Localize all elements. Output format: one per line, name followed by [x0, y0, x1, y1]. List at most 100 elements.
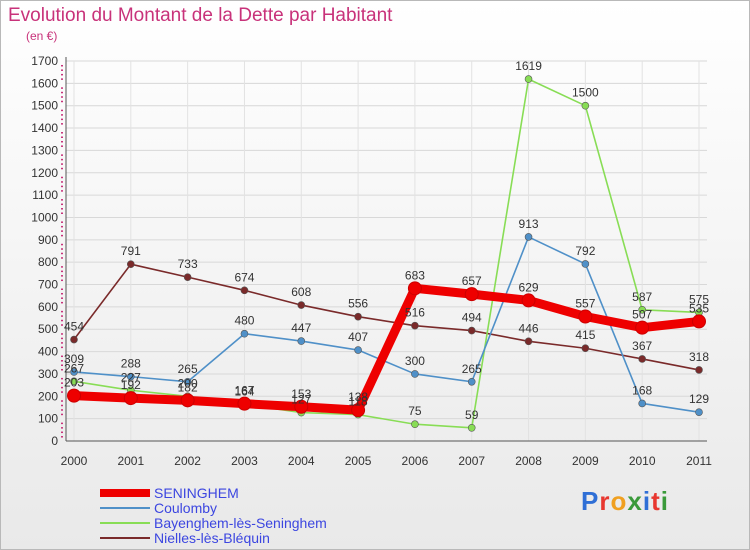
series-line-0: [69, 283, 704, 415]
y-minor-tick: [61, 199, 63, 201]
y-minor-tick: [61, 279, 63, 282]
data-label: 164: [234, 384, 254, 398]
x-tick-label: 2002: [174, 454, 201, 468]
data-point: [524, 233, 533, 241]
data-point: [524, 337, 533, 346]
x-tick-label: 2003: [231, 454, 258, 468]
y-minor-tick: [61, 154, 63, 156]
y-minor-tick: [61, 355, 63, 358]
data-label: 129: [689, 392, 709, 406]
data-point: [467, 326, 476, 335]
y-tick-label: 1100: [32, 188, 58, 202]
y-minor-tick: [61, 123, 63, 125]
y-minor-tick: [61, 136, 63, 138]
series-lines: [69, 78, 704, 429]
y-minor-tick: [61, 270, 63, 273]
data-label: 415: [575, 328, 595, 342]
data-point: [635, 320, 650, 335]
y-tick-label: 1000: [31, 210, 58, 224]
data-label: 480: [234, 314, 254, 328]
y-minor-tick: [61, 73, 63, 76]
y-tick-label: 0: [51, 434, 58, 448]
y-minor-tick: [61, 319, 63, 322]
data-label: 265: [178, 362, 198, 376]
data-point: [240, 329, 249, 338]
y-tick-label: 300: [38, 367, 58, 381]
y-minor-tick: [61, 69, 63, 71]
legend-swatch: [100, 507, 150, 509]
data-point: [354, 346, 362, 354]
data-label: 75: [408, 404, 422, 418]
data-point: [297, 301, 306, 309]
data-point: [127, 260, 135, 268]
y-minor-tick: [61, 248, 63, 250]
y-minor-tick: [61, 257, 63, 259]
data-point: [467, 377, 476, 386]
data-label: 227: [121, 370, 141, 384]
data-label: 200: [178, 376, 198, 390]
data-label: 168: [632, 383, 652, 397]
y-minor-tick: [61, 436, 63, 438]
y-minor-tick: [61, 301, 63, 304]
legend-swatch: [100, 489, 150, 497]
x-tick-label: 2005: [345, 454, 372, 468]
x-tick-label: 2004: [288, 454, 315, 468]
legend-label: Bayenghem-lès-Seninghem: [154, 515, 327, 531]
axes: [61, 57, 707, 442]
legend-label: SENINGHEM: [154, 485, 239, 501]
y-tick-label: 1300: [31, 143, 58, 157]
brand-letter: x: [627, 486, 643, 516]
y-tick-label: 600: [38, 300, 58, 314]
data-label: 127: [291, 393, 311, 407]
data-point: [411, 321, 419, 330]
y-minor-tick: [61, 377, 63, 380]
data-point: [407, 281, 422, 296]
y-tick-label: 200: [38, 389, 58, 403]
data-point: [411, 420, 419, 429]
data-point: [638, 305, 646, 314]
x-tick-label: 2011: [686, 454, 712, 468]
y-tick-label: 100: [38, 412, 58, 426]
data-label: 446: [519, 321, 539, 335]
data-label: 367: [632, 339, 652, 353]
y-minor-tick: [61, 176, 63, 179]
y-minor-tick: [61, 114, 63, 116]
data-point: [524, 75, 533, 83]
y-minor-tick: [61, 243, 63, 246]
chart-title: Evolution du Montant de la Dette par Hab…: [8, 5, 393, 26]
data-point: [464, 287, 479, 302]
data-label: 587: [632, 290, 652, 304]
x-tick-label: 2010: [629, 454, 656, 468]
x-tick-labels: 2000 2001 2002 2003 2004 2005 2006 2007 2008 2009…: [61, 454, 713, 468]
data-label: 629: [519, 280, 539, 294]
data-point: [411, 370, 419, 378]
y-minor-tick: [61, 391, 63, 393]
data-label: 657: [462, 274, 482, 288]
data-point: [638, 355, 646, 363]
data-label: 267: [64, 361, 84, 375]
x-tick-label: 2006: [402, 454, 429, 468]
y-minor-tick: [61, 368, 63, 371]
x-tick-label: 2007: [458, 454, 485, 468]
data-label: 1500: [572, 86, 599, 100]
data-point: [237, 396, 252, 411]
y-minor-tick: [61, 158, 63, 161]
y-minor-tick: [61, 100, 63, 103]
brand-letter: P: [581, 486, 600, 516]
y-minor-tick: [61, 225, 63, 228]
data-point: [67, 388, 81, 403]
data-point: [70, 335, 78, 344]
y-minor-tick: [61, 413, 63, 416]
y-minor-tick: [61, 431, 63, 434]
y-minor-tick: [61, 275, 63, 277]
data-point: [297, 337, 306, 345]
y-minor-tick: [61, 288, 63, 290]
data-label: 556: [348, 297, 368, 311]
y-minor-tick: [61, 409, 63, 411]
data-label: 203: [64, 376, 84, 390]
data-label: 167: [234, 384, 254, 398]
y-minor-tick: [61, 163, 63, 165]
y-minor-tick: [61, 109, 63, 112]
